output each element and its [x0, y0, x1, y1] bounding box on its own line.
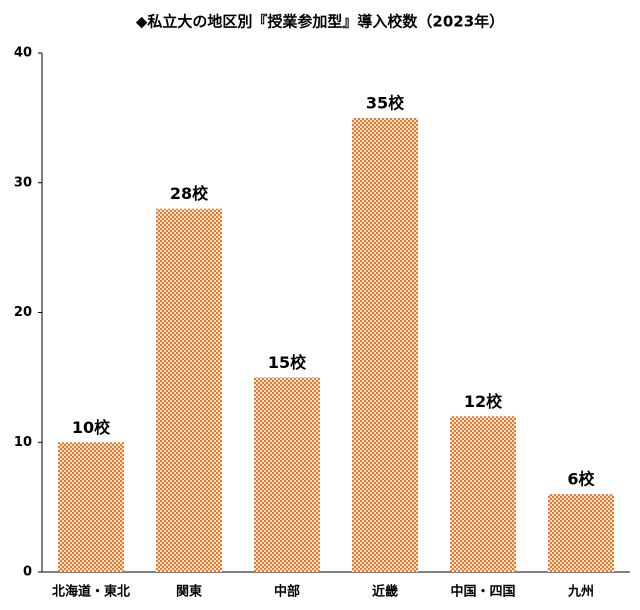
x-tick-label: 北海道・東北: [52, 584, 130, 600]
x-tick-label: 九州: [567, 585, 594, 600]
value-label: 6校: [567, 470, 595, 489]
value-label: 35校: [366, 93, 405, 112]
bar: [156, 208, 222, 572]
value-label: 10校: [72, 418, 111, 437]
value-label: 12校: [464, 392, 503, 411]
y-tick-label: 30: [14, 175, 32, 190]
y-tick-label: 40: [14, 46, 32, 61]
x-tick-label: 中国・四国: [450, 584, 515, 600]
bar: [58, 442, 124, 572]
bar: [450, 416, 516, 572]
y-tick-label: 20: [14, 305, 32, 320]
value-label: 28校: [170, 184, 209, 203]
bar: [254, 377, 320, 572]
bar: [548, 494, 614, 572]
x-tick-label: 関東: [176, 584, 202, 600]
value-label: 15校: [268, 353, 307, 372]
x-tick-label: 中部: [274, 584, 300, 600]
y-tick-label: 10: [14, 435, 32, 450]
chart-title: ◆私立大の地区別『授業参加型』導入校数（2023年）: [136, 13, 504, 31]
bar: [352, 117, 418, 572]
y-tick-label: 0: [23, 565, 32, 580]
x-tick-label: 近畿: [372, 584, 398, 600]
